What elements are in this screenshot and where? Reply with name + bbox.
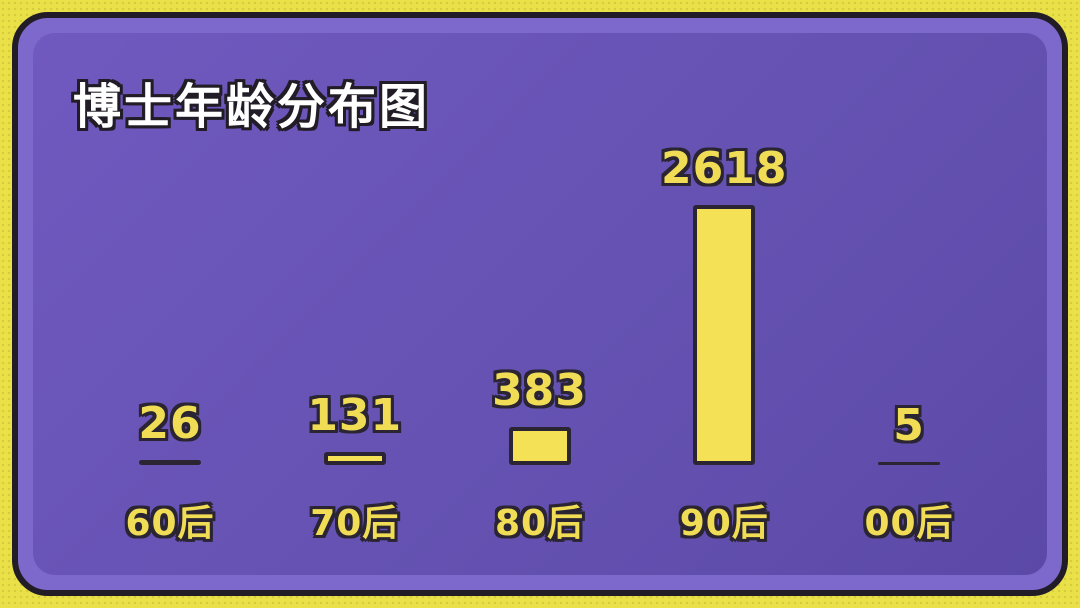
bar-chart: 26 60后 131 70后 383 80后 2618 90后 5 00后 — [100, 33, 979, 575]
bar-value-label: 5 — [893, 400, 925, 451]
chart-panel: 博士年龄分布图 26 60后 131 70后 383 80后 2618 90后 5 00后 — [33, 33, 1047, 575]
chart-card: 博士年龄分布图 26 60后 131 70后 383 80后 2618 90后 5 00后 — [12, 12, 1068, 596]
bar-group: 5 00后 — [839, 33, 979, 575]
bar — [139, 460, 201, 465]
category-label: 00后 — [864, 503, 954, 544]
bar-group: 383 80后 — [470, 33, 610, 575]
bar-value-label: 2618 — [661, 143, 788, 194]
bar — [323, 452, 386, 465]
bar-value-label: 383 — [492, 365, 587, 416]
bar-value-label: 131 — [307, 390, 403, 441]
category-label: 80后 — [494, 503, 585, 544]
category-label: 60后 — [125, 503, 215, 544]
bar — [508, 427, 571, 465]
category-label: 90后 — [679, 503, 769, 544]
category-label: 70后 — [310, 503, 400, 544]
bar — [878, 462, 940, 465]
bar-group: 131 70后 — [285, 33, 425, 575]
bar-group: 26 60后 — [100, 33, 240, 575]
bar — [693, 205, 756, 465]
chart-title: 博士年龄分布图 — [73, 79, 431, 135]
bar-value-label: 26 — [138, 398, 202, 449]
bar-group: 2618 90后 — [654, 33, 794, 575]
